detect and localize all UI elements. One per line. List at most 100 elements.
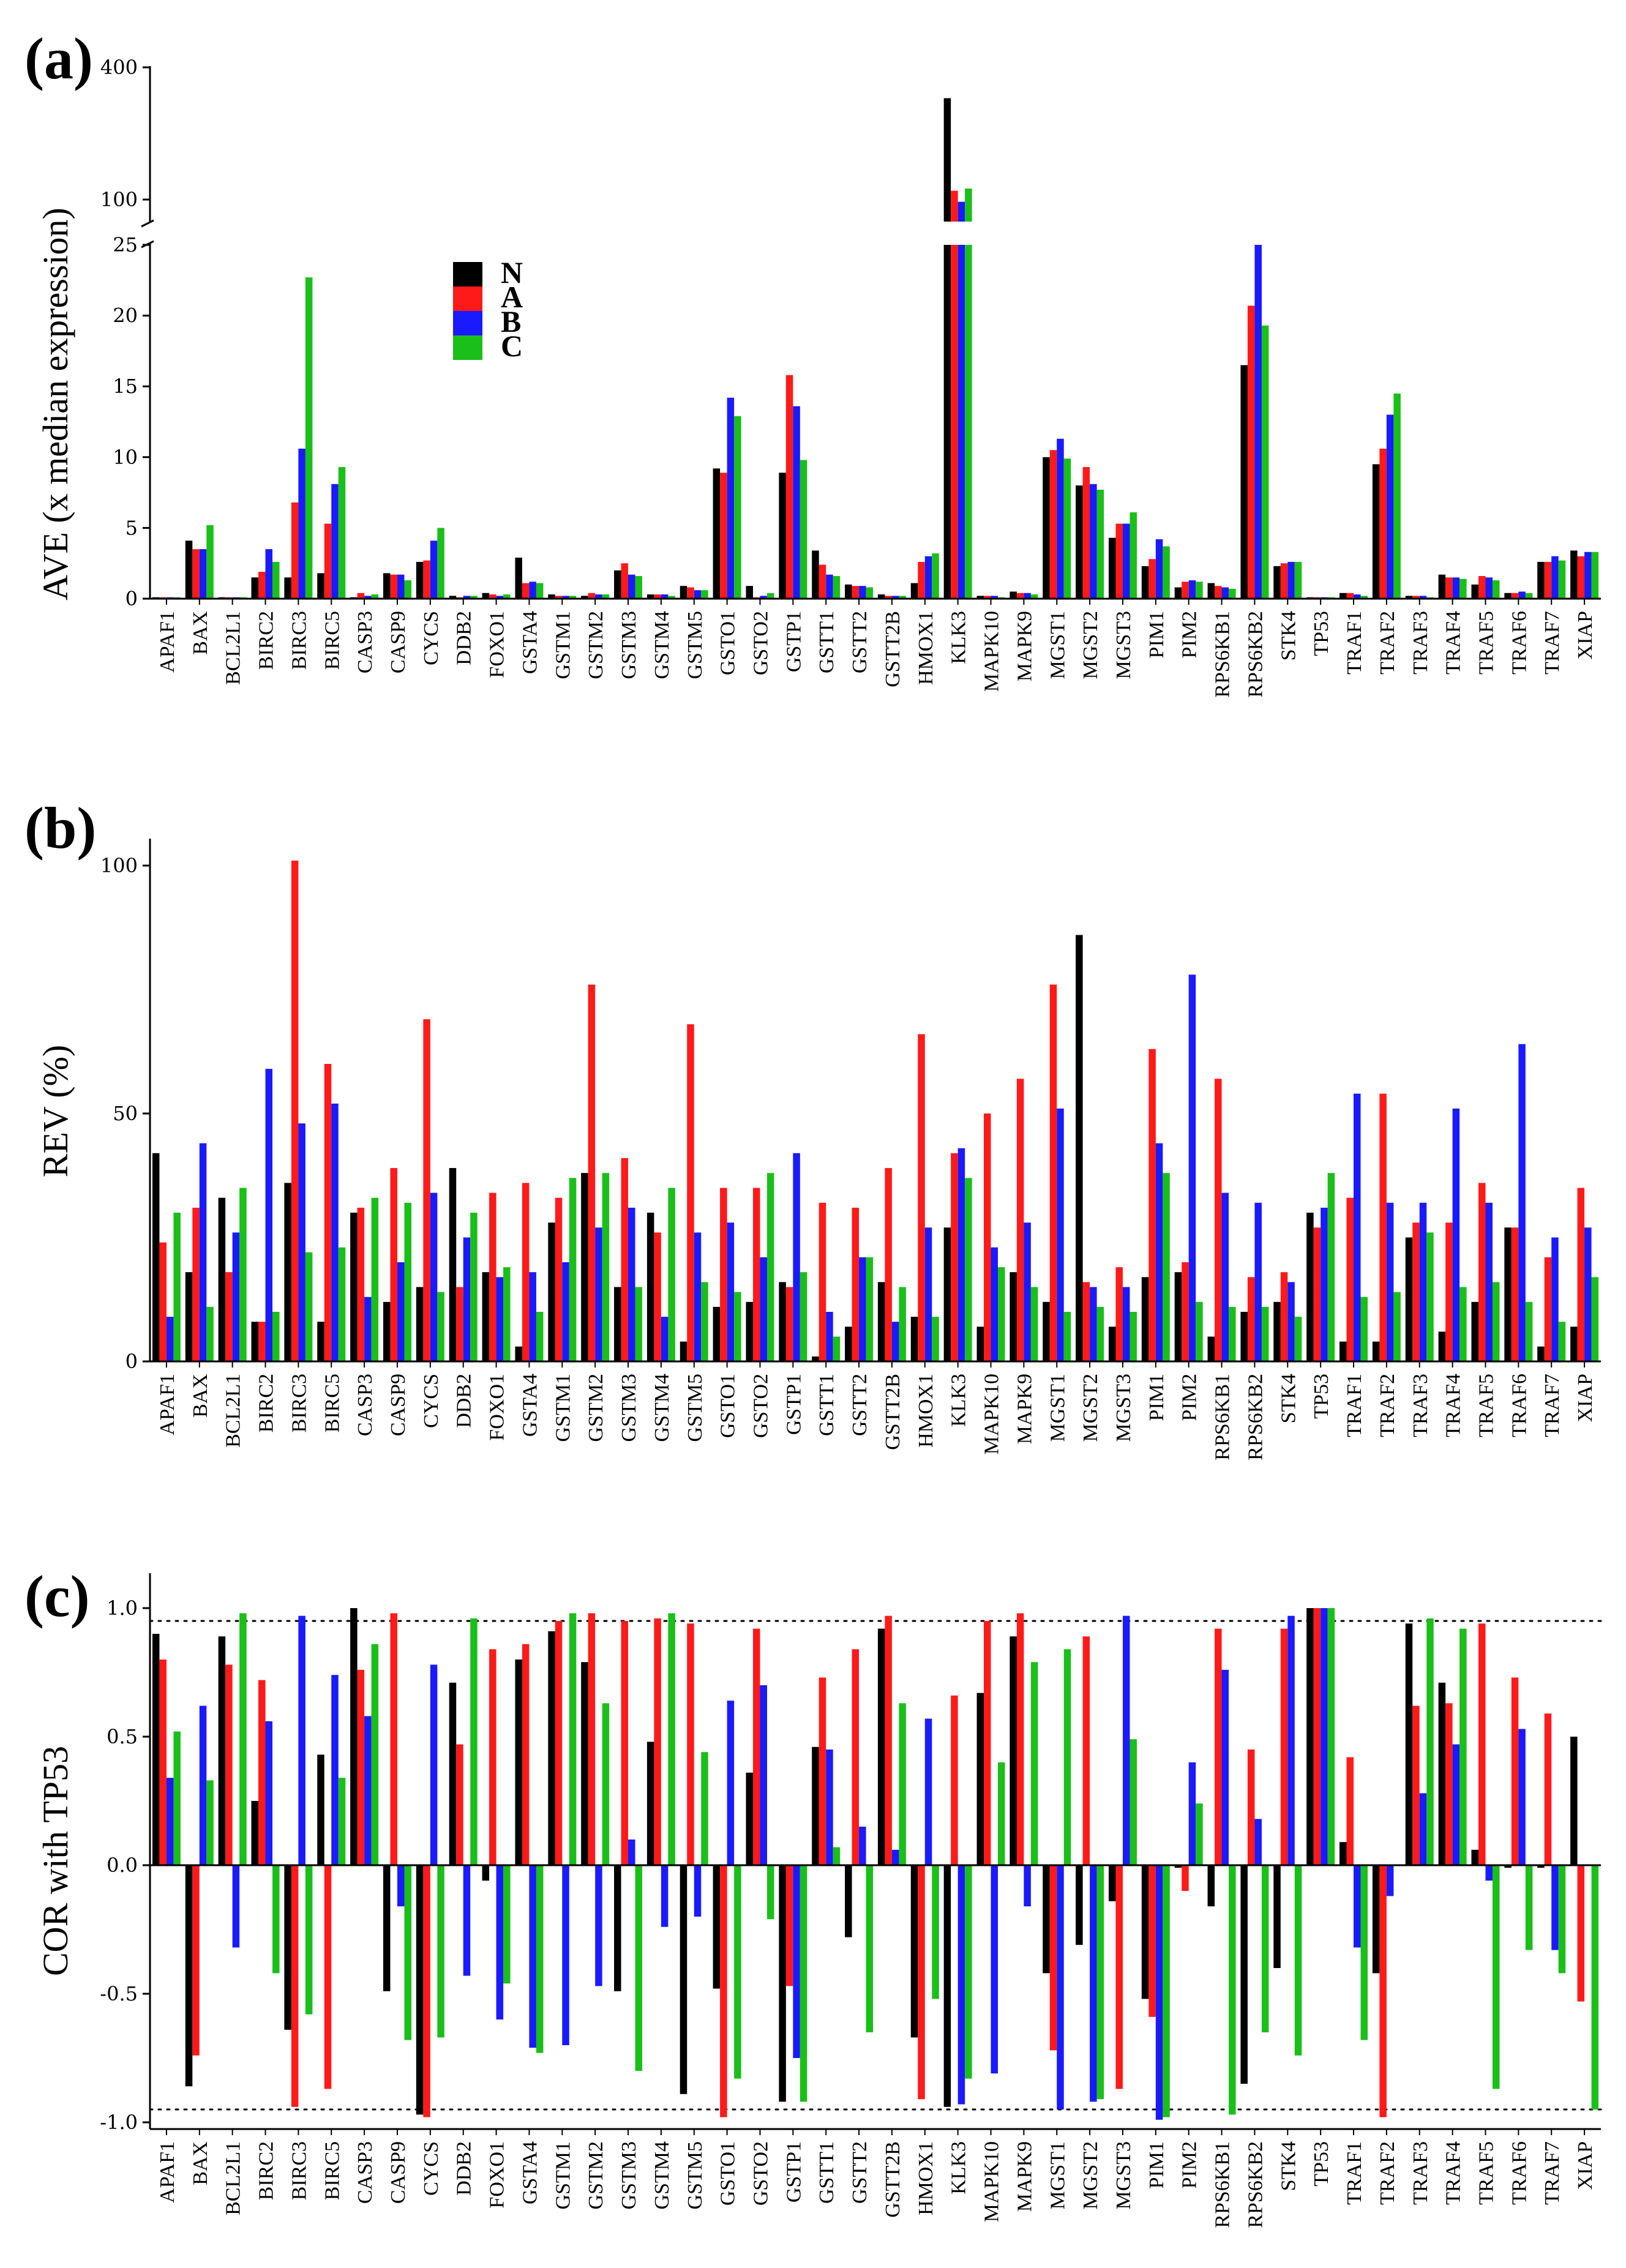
bar-C-CYCS	[437, 528, 444, 599]
bar-A-GSTM4	[654, 1232, 661, 1361]
bar-A-TRAF5	[1478, 1623, 1486, 1865]
bar-A-MGST3	[1115, 523, 1123, 599]
bar-N-DDB2	[449, 1168, 457, 1361]
bar-A-RPS6KB2	[1247, 305, 1255, 599]
panel-b-label: (b)	[24, 795, 96, 861]
panel-c-x-tick-label: STK4	[1277, 2141, 1300, 2191]
bar-N-BCL2L1	[218, 1636, 226, 1865]
bar-C-GSTM2	[602, 1173, 610, 1361]
panel-a-x-tick-label: BCL2L1	[222, 611, 245, 685]
bar-C-BAX	[206, 525, 214, 599]
bar-B-CYCS	[430, 1664, 438, 1865]
bar-C-BIRC3	[305, 1252, 313, 1361]
bar-C-GSTM1	[569, 596, 577, 599]
bar-A-GSTM5	[687, 587, 694, 599]
bar-C-GSTT1	[833, 1336, 841, 1361]
bar-C-TRAF4	[1459, 1628, 1467, 1865]
panel-c-y-tick-label: 0.0	[107, 1854, 138, 1877]
panel-b-x-tick-label: CASP3	[354, 1374, 377, 1436]
panel-b-y-tick-label: 0	[126, 1350, 138, 1373]
bar-C-TRAF4	[1459, 1287, 1467, 1361]
bar-A-GSTT2	[852, 1649, 860, 1865]
bar-N-KLK3	[943, 1865, 951, 2107]
bar-B-BIRC5	[331, 1103, 339, 1361]
bar-A-GSTT1	[819, 1677, 826, 1865]
bar-N-BCL2L1	[218, 1197, 226, 1361]
bar-N-GSTO2	[746, 1772, 753, 1865]
bar-A-TRAF6	[1511, 1677, 1519, 1865]
bar-B-TRAF3	[1419, 596, 1427, 599]
bar-C-TRAF3	[1426, 1232, 1434, 1361]
bar-C-GSTM3	[635, 576, 643, 599]
bar-B-FOXO1	[496, 1277, 504, 1361]
bar-B-GSTT1	[826, 1312, 833, 1361]
bar-B-GSTO1	[727, 1701, 735, 1865]
bar-B-HMOX1	[924, 556, 932, 599]
bar-B-TRAF3	[1419, 1793, 1427, 1865]
panel-a-x-tick-label: BIRC2	[255, 611, 278, 670]
bar-B-KLK3	[957, 1865, 965, 2105]
panel-a-x-tick-label: TP53	[1310, 611, 1333, 656]
panel-c-x-tick-label: TRAF5	[1475, 2141, 1497, 2205]
panel-a-x-tick-label: BIRC5	[321, 611, 343, 670]
bar-N-FOXO1	[482, 1272, 490, 1361]
bar-C-GSTO1	[734, 416, 741, 599]
bar-C-GSTM5	[701, 1282, 708, 1361]
bar-N-CYCS	[416, 1865, 424, 2115]
bar-A-HMOX1	[918, 1034, 925, 1361]
bar-A-CYCS	[423, 560, 430, 599]
bar-N-GSTT2	[845, 584, 852, 599]
bar-A-XIAP	[1577, 556, 1585, 599]
panel-a-x-tick-label: TRAF6	[1508, 611, 1530, 675]
bar-C-XIAP	[1591, 1865, 1599, 2109]
bar-N-TRAF5	[1471, 1849, 1478, 1865]
bar-C-CASP9	[404, 1202, 411, 1361]
bar-B-CYCS	[430, 1192, 438, 1361]
bar-N-GSTA4	[515, 1660, 522, 1865]
bar-B-PIM2	[1188, 975, 1196, 1361]
panel-b-x-tick-label: CASP9	[387, 1374, 410, 1436]
bar-A-GSTA4	[522, 583, 530, 599]
panel-a-x-tick-label: GSTT1	[815, 611, 838, 673]
bar-N-TRAF1	[1339, 1842, 1347, 1865]
bar-A-MGST2	[1082, 466, 1090, 599]
bar-A-PIM1	[1148, 559, 1156, 599]
bar-N-GSTM1	[548, 594, 555, 599]
bar-A-MGST3	[1115, 1267, 1123, 1361]
bar-B-KLK3-lower	[957, 245, 965, 599]
bar-C-PIM2	[1196, 1803, 1203, 1865]
bar-B-CASP3	[364, 1297, 372, 1361]
bar-C-GSTO1	[734, 1292, 741, 1361]
bar-N-BIRC3	[284, 1183, 291, 1361]
bar-A-PIM2	[1182, 1262, 1189, 1361]
bar-B-GSTM2	[595, 1227, 602, 1361]
panel-a-x-tick-label: TRAF1	[1343, 611, 1366, 675]
panel-b-x-tick-label: GSTM2	[585, 1374, 607, 1442]
bar-B-GSTM4	[661, 1317, 669, 1361]
panel-c-x-tick-label: TRAF4	[1442, 2141, 1465, 2205]
bar-B-MAPK10	[991, 1247, 998, 1361]
panel-c-x-tick-label: BIRC5	[321, 2141, 343, 2200]
bar-C-TP53	[1327, 1173, 1335, 1361]
bar-N-MGST3	[1108, 1865, 1116, 1901]
panel-c-x-tick-label: TRAF6	[1508, 2141, 1530, 2205]
bar-C-TRAF3	[1426, 1618, 1434, 1865]
panel-a-y-tick-label: 25	[113, 233, 138, 256]
bar-B-GSTM3	[628, 574, 635, 599]
bar-A-TRAF2	[1379, 1865, 1387, 2117]
bar-A-CASP9	[390, 1168, 397, 1361]
panel-c-x-tick-label: BIRC2	[255, 2141, 278, 2200]
bar-C-CASP9	[404, 580, 411, 599]
bar-N-MGST1	[1043, 457, 1050, 599]
bar-A-TRAF2	[1379, 448, 1387, 599]
bar-A-TRAF7	[1544, 1713, 1552, 1865]
panel-c-x-tick-label: DDB2	[453, 2141, 476, 2196]
bar-N-TRAF3	[1405, 1237, 1413, 1361]
bar-C-BAX	[206, 1780, 214, 1865]
bar-C-TRAF2	[1393, 1292, 1401, 1361]
bar-B-DDB2	[463, 596, 471, 599]
panel-a-ave-chart: (a) AVE (x median expression) 0 5 10 15 20 25…	[24, 26, 1601, 698]
bar-B-GSTT2	[859, 1827, 866, 1865]
bar-B-KLK3	[957, 1148, 965, 1361]
bar-C-TRAF1	[1360, 596, 1368, 599]
